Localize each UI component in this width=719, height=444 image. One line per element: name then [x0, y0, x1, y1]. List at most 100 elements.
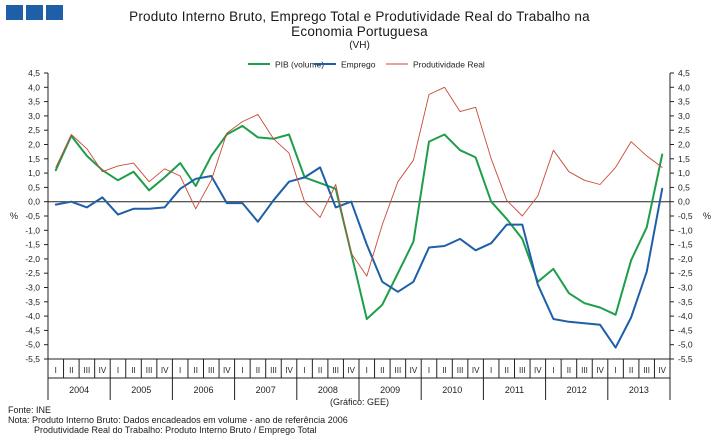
- series-3-point: [288, 152, 290, 154]
- series-3-point: [397, 180, 399, 182]
- y-tick-label-left: -0,5: [25, 211, 40, 221]
- x-tick-label-quarter: IV: [472, 366, 480, 375]
- series-2-point: [288, 180, 290, 182]
- y-tick-label-right: 4,0: [678, 82, 690, 92]
- y-tick-label-left: 4,5: [28, 68, 40, 78]
- series-3-point: [630, 140, 632, 142]
- logo-block-2: [26, 5, 43, 20]
- y-axis-label-left: %: [10, 211, 18, 221]
- series-3-point: [272, 138, 274, 140]
- x-tick-label-quarter: I: [179, 366, 181, 375]
- chart-canvas: 4,5 4,5 4,0 4,0 3,5 3,5 3,0 3,0 2,5 2,5 2,0 2,0 1,5 1…: [10, 60, 711, 400]
- series-1-point: [506, 218, 508, 220]
- series-2-point: [117, 213, 119, 215]
- x-tick-label-quarter: I: [366, 366, 368, 375]
- legend-label-2: Emprego: [341, 60, 376, 70]
- y-tick-label-right: -1,0: [678, 225, 693, 235]
- series-1-point: [661, 153, 663, 155]
- series-2-point: [521, 223, 523, 225]
- series-3-point: [552, 149, 554, 151]
- x-tick-label-quarter: II: [256, 366, 260, 375]
- series-3-point: [366, 275, 368, 277]
- chart-title-line1: Produto Interno Bruto, Emprego Total e P…: [129, 9, 590, 24]
- x-tick-label-quarter: III: [395, 366, 402, 375]
- y-tick-label-left: -2,0: [25, 254, 40, 264]
- series-1-point: [397, 272, 399, 274]
- series-2-point: [397, 291, 399, 293]
- y-tick-label-left: -4,0: [25, 311, 40, 321]
- x-tick-label-quarter: III: [457, 366, 464, 375]
- y-tick-label-right: -4,5: [678, 325, 693, 335]
- series-2-point: [428, 246, 430, 248]
- series-2-point: [506, 223, 508, 225]
- series-3-point: [117, 165, 119, 167]
- y-tick-label-left: -1,0: [25, 225, 40, 235]
- series-1-point: [148, 189, 150, 191]
- series-1-point: [521, 238, 523, 240]
- series-3-point: [599, 183, 601, 185]
- series-3-point: [334, 183, 336, 185]
- series-3-point: [226, 132, 228, 134]
- series-1-point: [210, 155, 212, 157]
- y-tick-label-right: -2,0: [678, 254, 693, 264]
- y-tick-label-left: 3,0: [28, 111, 40, 121]
- y-tick-label-left: 1,0: [28, 168, 40, 178]
- y-tick-label-right: 1,0: [678, 168, 690, 178]
- y-tick-label-left: -3,0: [25, 283, 40, 293]
- series-1-point: [195, 185, 197, 187]
- x-tick-label-quarter: III: [270, 366, 277, 375]
- series-3-point: [443, 86, 445, 88]
- series-2-point: [630, 316, 632, 318]
- x-tick-label-quarter: IV: [410, 366, 418, 375]
- x-tick-label-quarter: IV: [596, 366, 604, 375]
- series-1-point: [474, 156, 476, 158]
- x-tick-label-year: 2010: [442, 385, 462, 395]
- series-1-point: [599, 306, 601, 308]
- series-3-point: [132, 162, 134, 164]
- series-2-point: [86, 206, 88, 208]
- x-tick-label-quarter: I: [552, 366, 554, 375]
- y-tick-label-right: 3,0: [678, 111, 690, 121]
- legend-label-3: Produtividade Real: [413, 60, 485, 70]
- series-2-point: [350, 201, 352, 203]
- y-tick-label-right: -3,0: [678, 283, 693, 293]
- y-tick-label-right: -3,5: [678, 297, 693, 307]
- series-1-point: [459, 149, 461, 151]
- series-2-point: [459, 238, 461, 240]
- y-tick-label-right: -2,5: [678, 268, 693, 278]
- y-tick-label-left: -5,5: [25, 354, 40, 364]
- series-2-point: [334, 206, 336, 208]
- series-1-point: [583, 302, 585, 304]
- y-tick-label-left: -5,0: [25, 340, 40, 350]
- series-2-point: [645, 271, 647, 273]
- series-3-point: [583, 179, 585, 181]
- series-2-point: [366, 243, 368, 245]
- y-axis-label-right: %: [703, 211, 711, 221]
- y-tick-label-left: -4,5: [25, 325, 40, 335]
- x-tick-label-quarter: II: [567, 366, 571, 375]
- series-3-point: [568, 170, 570, 172]
- x-tick-label-quarter: III: [643, 366, 650, 375]
- series-line-1: [54, 124, 664, 320]
- x-tick-label-quarter: IV: [347, 366, 355, 375]
- x-tick-label-quarter: IV: [99, 366, 107, 375]
- series-3-point: [241, 120, 243, 122]
- series-2-point: [272, 199, 274, 201]
- x-tick-label-quarter: III: [84, 366, 91, 375]
- series-3-point: [614, 166, 616, 168]
- x-tick-label-year: 2004: [69, 385, 89, 395]
- x-tick-label-quarter: III: [332, 366, 339, 375]
- x-tick-label-quarter: II: [504, 366, 508, 375]
- logo-block-3: [46, 5, 63, 20]
- series-2-point: [599, 323, 601, 325]
- series-line-3: [55, 86, 663, 277]
- series-3-point: [179, 175, 181, 177]
- x-tick-label-quarter: IV: [285, 366, 293, 375]
- series-2-point: [195, 178, 197, 180]
- series-1-point: [630, 259, 632, 261]
- series-1-point: [366, 318, 368, 320]
- series-2-point: [55, 203, 57, 205]
- series-1-point: [132, 170, 134, 172]
- y-tick-label-right: 0,0: [678, 197, 690, 207]
- series-1-point: [241, 125, 243, 127]
